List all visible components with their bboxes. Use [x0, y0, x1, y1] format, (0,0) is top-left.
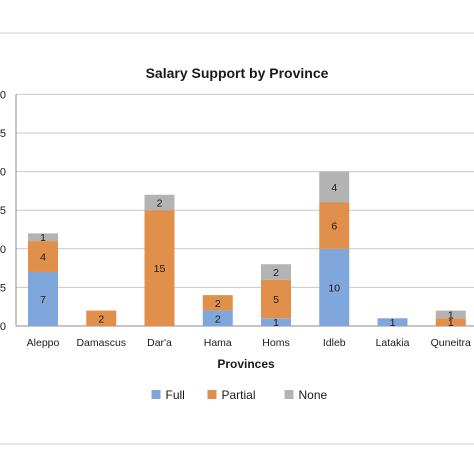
x-category-label: Quneitra	[431, 337, 471, 349]
y-tick-label: 0	[0, 321, 6, 333]
data-label: 6	[331, 221, 337, 233]
data-label: 2	[215, 298, 221, 310]
legend-label: None	[299, 388, 328, 402]
x-category-label: Idleb	[323, 337, 346, 349]
bar-segment	[261, 264, 291, 280]
bar-segment	[202, 310, 233, 326]
bars: 74121522215210641117116	[28, 171, 466, 329]
bar-segment	[435, 310, 466, 319]
bar-segment	[144, 194, 175, 211]
x-category-label: Homs	[262, 337, 289, 349]
y-tick-label: 20	[0, 167, 6, 179]
data-label: 2	[273, 267, 279, 279]
data-label: 1	[273, 317, 279, 329]
bar-segment	[319, 171, 350, 203]
bar-segment	[435, 318, 466, 326]
bar-segment	[377, 318, 408, 326]
data-label: 1	[448, 309, 454, 321]
data-label: 1	[40, 232, 46, 244]
bar-segment	[261, 279, 291, 319]
bar-segment	[261, 318, 291, 326]
legend-label: Partial	[222, 388, 256, 402]
x-axis-title: Provinces	[217, 357, 275, 371]
x-axis-categories: Aleppo Damascus Dar'a Hama Homs Idleb Latakia Q…	[27, 337, 471, 349]
data-label: 4	[331, 182, 337, 194]
x-category-label: Dar'a	[147, 337, 172, 349]
x-category-label: Latakia	[376, 337, 410, 349]
y-tick-label: 30	[0, 89, 6, 101]
data-label: 1	[390, 317, 396, 329]
data-label: 2	[98, 313, 104, 325]
data-label: 2	[215, 313, 221, 325]
x-category-label: Aleppo	[27, 337, 60, 349]
y-tick-label: 25	[0, 128, 6, 140]
bar-segment	[28, 241, 58, 272]
bar-segment	[144, 210, 175, 326]
bar-segment	[28, 233, 58, 242]
bar-segment	[202, 295, 233, 311]
legend-swatch	[207, 390, 217, 399]
y-tick-label: 15	[0, 205, 6, 217]
x-category-label: Damascus	[76, 337, 126, 349]
legend-swatch	[151, 390, 161, 399]
data-label: 10	[328, 282, 340, 294]
data-label: 1	[448, 317, 454, 329]
data-label: 2	[157, 197, 163, 209]
x-category-label: Hama	[204, 337, 232, 349]
bar-segment	[28, 271, 58, 326]
bar-segment	[86, 310, 117, 326]
legend-label: Full	[166, 388, 185, 402]
bar-segment	[319, 248, 350, 326]
bar-segment	[319, 202, 350, 249]
legend-swatch	[284, 390, 294, 399]
y-tick-label: 10	[0, 244, 6, 256]
chart-title: Salary Support by Province	[146, 65, 329, 81]
data-label: 15	[154, 263, 166, 275]
y-tick-label: 5	[0, 282, 6, 294]
y-axis-ticks: 0 5 10 15 20 25 30	[0, 89, 6, 333]
data-label: 7	[40, 294, 46, 306]
data-label: 5	[273, 294, 279, 306]
legend: Full Partial None	[151, 388, 328, 402]
data-label: 4	[40, 252, 46, 264]
